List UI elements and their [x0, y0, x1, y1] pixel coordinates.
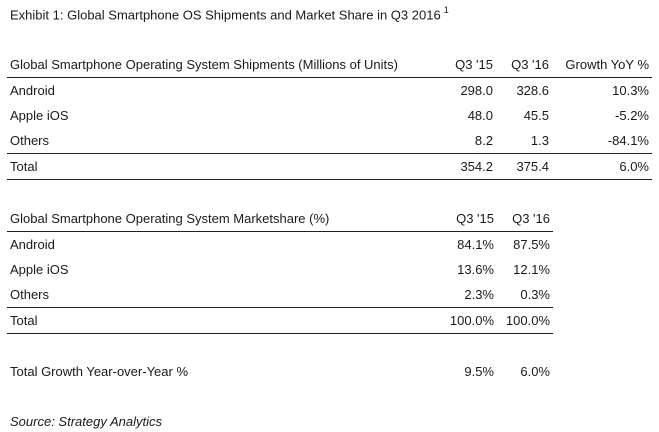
cell-value: 1.3: [530, 133, 549, 148]
column-header-q3-15: Q3 '15: [438, 52, 496, 78]
table-row: Others 2.3% 0.3%: [7, 282, 553, 308]
total-row: Total 100.0% 100.0%: [7, 307, 553, 334]
column-header-q3-15: Q3 '15: [439, 206, 497, 232]
total-row: Total 354.2 375.4 6.0%: [7, 153, 652, 180]
marketshare-table: Global Smartphone Operating System Marke…: [7, 206, 553, 334]
cell-value: 48.0: [467, 108, 493, 123]
cell-value: 0.3%: [520, 287, 550, 302]
cell-value: 328.6: [516, 83, 549, 98]
table-row: Apple iOS 13.6% 12.1%: [7, 257, 553, 282]
footnote-marker: 1: [443, 5, 449, 15]
table-row: Apple iOS 48.0 45.5 -5.2%: [7, 103, 652, 128]
cell-value: -5.2%: [615, 108, 649, 123]
cell-value: 84.1%: [457, 237, 494, 252]
cell-value: 45.5: [523, 108, 549, 123]
cell-value: 8.2: [474, 133, 493, 148]
table-header-row: Global Smartphone Operating System Marke…: [7, 206, 553, 232]
growth-q3-16: 6.0%: [520, 364, 550, 379]
growth-q3-15: 9.5%: [464, 364, 494, 379]
cell-value: 100.0%: [439, 307, 497, 334]
cell-value: 354.2: [438, 153, 496, 180]
cell-value: 12.1%: [513, 262, 550, 277]
exhibit-title-text: Exhibit 1: Global Smartphone OS Shipment…: [10, 7, 441, 23]
row-label: Apple iOS: [10, 262, 69, 277]
row-label: Android: [10, 83, 55, 98]
source-note: Source: Strategy Analytics: [10, 414, 162, 429]
column-header-os: Global Smartphone Operating System Shipm…: [7, 52, 438, 78]
cell-value: 298.0: [460, 83, 493, 98]
row-label: Others: [10, 287, 50, 302]
cell-value: 13.6%: [457, 262, 494, 277]
table-row: Android 298.0 328.6 10.3%: [7, 78, 652, 104]
row-label: Total: [7, 153, 438, 180]
column-header-os: Global Smartphone Operating System Marke…: [7, 206, 439, 232]
column-header-growth: Growth YoY %: [552, 52, 652, 78]
shipments-table: Global Smartphone Operating System Shipm…: [7, 52, 652, 180]
row-label: Apple iOS: [10, 108, 69, 123]
exhibit-title: Exhibit 1: Global Smartphone OS Shipment…: [10, 5, 449, 23]
row-label: Total: [7, 307, 439, 334]
table-row: Others 8.2 1.3 -84.1%: [7, 128, 652, 154]
cell-value: 2.3%: [464, 287, 494, 302]
cell-value: 6.0%: [552, 153, 652, 180]
table-row: Android 84.1% 87.5%: [7, 232, 553, 258]
growth-label: Total Growth Year-over-Year %: [10, 364, 189, 379]
cell-value: 10.3%: [612, 83, 649, 98]
cell-value: 87.5%: [513, 237, 550, 252]
cell-value: 375.4: [496, 153, 552, 180]
row-label: Android: [10, 237, 55, 252]
column-header-q3-16: Q3 '16: [496, 52, 552, 78]
growth-row: Total Growth Year-over-Year % 9.5% 6.0%: [7, 359, 553, 384]
row-label: Others: [10, 133, 50, 148]
cell-value: 100.0%: [497, 307, 553, 334]
cell-value: -84.1%: [607, 133, 649, 148]
table-header-row: Global Smartphone Operating System Shipm…: [7, 52, 652, 78]
column-header-q3-16: Q3 '16: [497, 206, 553, 232]
growth-table: Total Growth Year-over-Year % 9.5% 6.0%: [7, 359, 553, 384]
